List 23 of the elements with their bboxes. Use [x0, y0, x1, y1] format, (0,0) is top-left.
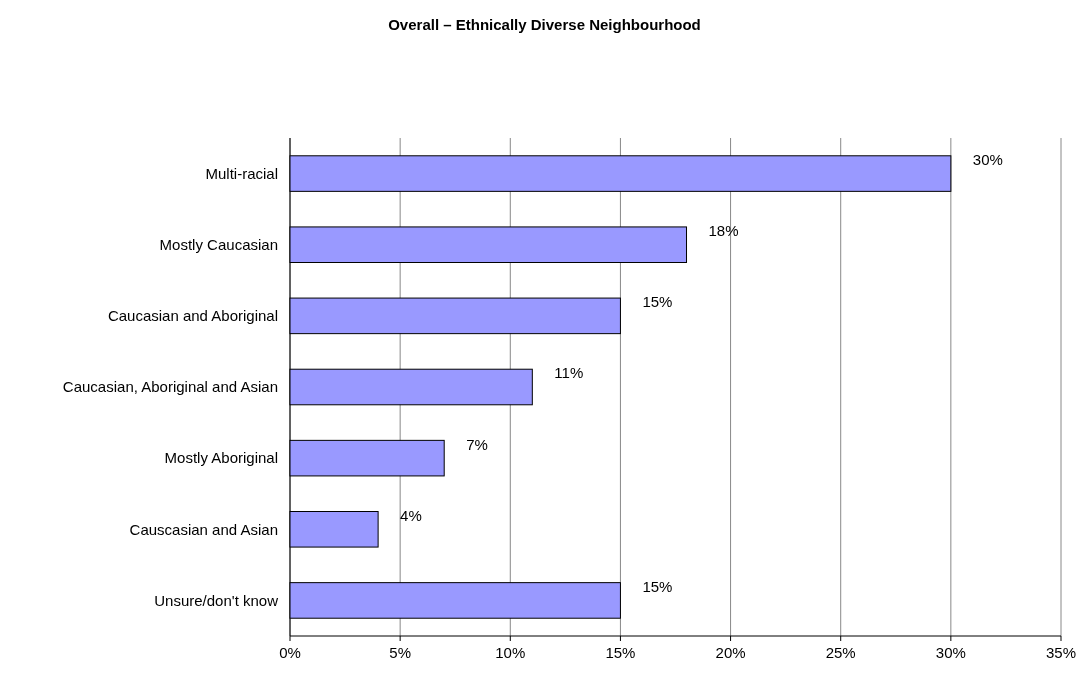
data-label: 18%	[708, 222, 739, 240]
data-label: 11%	[554, 364, 584, 382]
y-tick-label: Caucasian and Aboriginal	[107, 307, 278, 325]
x-tick-label: 25%	[825, 644, 856, 661]
data-label: 4%	[400, 506, 422, 524]
x-tick-label: 20%	[715, 644, 746, 661]
x-tick-label: 0%	[279, 644, 301, 661]
y-tick-label: Caucasian, Aboriginal and Asian	[62, 378, 278, 396]
y-tick-label: Causcasian and Asian	[129, 520, 278, 538]
y-tick-label: Multi-racial	[205, 164, 278, 182]
y-tick-label: Unsure/don't know	[154, 591, 279, 609]
y-tick-label: Mostly Aboriginal	[164, 449, 278, 467]
data-label: 15%	[642, 577, 673, 595]
data-label: 15%	[642, 293, 673, 311]
x-tick-label: 10%	[495, 644, 526, 661]
x-tick-label: 5%	[389, 644, 411, 661]
x-tick-label: 15%	[605, 644, 636, 661]
chart-title: Overall – Ethnically Diverse Neighbourhood	[388, 16, 701, 33]
y-tick-label: Mostly Caucasian	[159, 235, 278, 253]
data-label: 7%	[466, 435, 488, 453]
data-label: 30%	[972, 151, 1003, 169]
x-tick-label: 35%	[1045, 644, 1077, 661]
x-tick-label: 30%	[935, 644, 966, 661]
